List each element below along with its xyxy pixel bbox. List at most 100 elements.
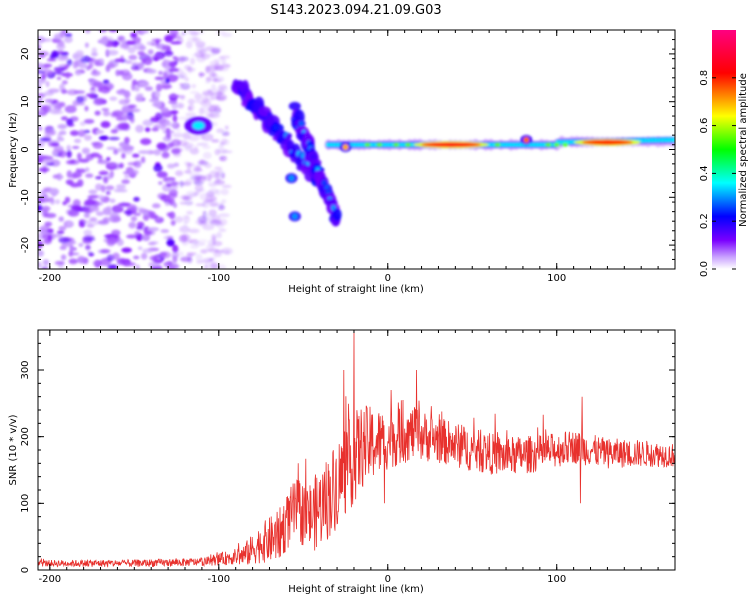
noise-speck bbox=[193, 242, 206, 247]
noise-speck bbox=[64, 36, 73, 43]
noise-speck bbox=[187, 106, 192, 111]
noise-speck bbox=[218, 84, 228, 90]
noise-speck bbox=[38, 157, 43, 164]
noise-speck bbox=[198, 71, 204, 78]
noise-speck bbox=[136, 160, 142, 168]
noise-speck bbox=[174, 216, 184, 223]
snr-x-tick-label: 0 bbox=[385, 574, 391, 585]
noise-speck bbox=[97, 159, 109, 165]
noise-speck bbox=[112, 110, 124, 117]
noise-speck bbox=[184, 145, 193, 152]
noise-speck bbox=[70, 174, 78, 180]
noise-speck bbox=[147, 49, 154, 55]
noise-speck bbox=[199, 99, 212, 107]
noise-speck bbox=[209, 71, 216, 78]
noise-speck bbox=[38, 261, 42, 269]
spectrogram-x-tick-label: 100 bbox=[547, 273, 566, 284]
noise-speck bbox=[165, 122, 177, 127]
noise-speck bbox=[61, 242, 72, 247]
noise-speck bbox=[84, 42, 89, 48]
noise-speck bbox=[203, 265, 209, 269]
noise-speck bbox=[136, 221, 145, 228]
noise-speck bbox=[188, 228, 200, 234]
noise-speck bbox=[198, 239, 208, 243]
noise-speck bbox=[52, 110, 64, 115]
noise-speck bbox=[158, 181, 163, 185]
noise-speck bbox=[118, 99, 130, 105]
noise-speck bbox=[209, 104, 220, 108]
noise-speck bbox=[90, 152, 101, 158]
noise-speck bbox=[107, 162, 118, 167]
noise-speck bbox=[165, 127, 171, 134]
noise-speck bbox=[191, 53, 200, 57]
noise-speck bbox=[84, 199, 97, 206]
noise-speck bbox=[58, 226, 67, 231]
noise-speck bbox=[79, 62, 88, 69]
noise-speck bbox=[110, 129, 119, 134]
noise-speck bbox=[109, 211, 119, 217]
noise-speck bbox=[168, 100, 178, 105]
noise-speck bbox=[202, 145, 211, 149]
noise-speck bbox=[76, 152, 82, 161]
noise-speck bbox=[105, 185, 115, 191]
noise-speck bbox=[216, 95, 222, 101]
noise-speck bbox=[72, 145, 80, 149]
noise-speck bbox=[128, 169, 139, 176]
colorbar-tick-label: 0.8 bbox=[699, 70, 710, 86]
noise-speck bbox=[61, 80, 68, 85]
band-hotspot bbox=[553, 142, 560, 147]
noise-speck bbox=[53, 66, 66, 72]
noise-speck bbox=[196, 260, 204, 264]
noise-speck bbox=[93, 220, 99, 226]
spectrogram-x-tick-label: -100 bbox=[207, 273, 230, 284]
band-peak bbox=[421, 142, 481, 148]
noise-speck bbox=[41, 266, 49, 269]
noise-speck bbox=[142, 119, 154, 127]
noise-speck bbox=[40, 38, 52, 42]
noise-speck bbox=[208, 200, 220, 208]
noise-speck bbox=[99, 30, 107, 33]
noise-speck bbox=[92, 68, 98, 74]
noise-speck bbox=[76, 95, 85, 104]
noise-speck bbox=[56, 230, 65, 234]
noise-speck bbox=[64, 64, 70, 69]
noise-speck bbox=[158, 70, 163, 76]
noise-speck bbox=[84, 134, 92, 141]
noise-speck bbox=[100, 121, 111, 128]
noise-speck bbox=[208, 112, 221, 119]
noise-speck bbox=[216, 231, 223, 239]
noise-speck bbox=[38, 250, 45, 257]
noise-speck bbox=[83, 236, 96, 242]
noise-speck bbox=[92, 261, 101, 266]
noise-speck bbox=[149, 255, 158, 261]
noise-speck bbox=[127, 162, 139, 166]
colorbar-gradient bbox=[712, 30, 736, 269]
noise-speck bbox=[78, 158, 90, 163]
band-peak bbox=[582, 139, 633, 145]
noise-speck bbox=[185, 112, 197, 117]
noise-speck bbox=[100, 37, 108, 45]
noise-speck bbox=[209, 64, 220, 71]
noise-speck bbox=[130, 64, 140, 71]
noise-speck bbox=[164, 34, 174, 43]
noise-speck bbox=[69, 130, 80, 136]
snr-ticks: -200 -100 0 100 0 100 200 300 bbox=[20, 329, 676, 585]
noise-speck bbox=[118, 162, 124, 169]
noise-speck bbox=[48, 196, 54, 201]
noise-speck bbox=[212, 263, 218, 269]
noise-speck bbox=[108, 30, 118, 33]
noise-speck bbox=[220, 57, 227, 65]
spot bbox=[288, 175, 295, 182]
noise-speck bbox=[168, 94, 180, 98]
noise-speck bbox=[134, 85, 140, 92]
noise-speck bbox=[183, 215, 191, 224]
noise-speck bbox=[217, 204, 226, 211]
noise-speck bbox=[137, 246, 143, 250]
noise-speck bbox=[199, 159, 205, 164]
noise-speck bbox=[209, 219, 222, 226]
noise-speck bbox=[220, 172, 226, 179]
noise-speck bbox=[105, 190, 111, 196]
noise-speck bbox=[213, 179, 226, 186]
noise-speck bbox=[165, 202, 170, 206]
noise-speck bbox=[95, 176, 103, 180]
